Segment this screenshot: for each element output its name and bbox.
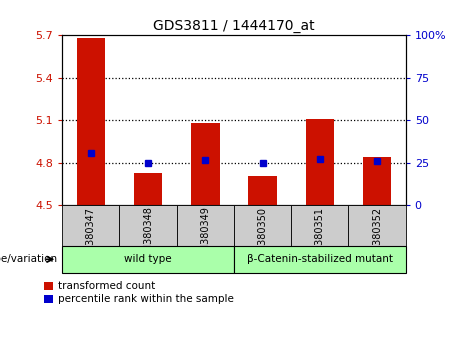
Bar	[134, 173, 162, 205]
Title: GDS3811 / 1444170_at: GDS3811 / 1444170_at	[153, 19, 315, 33]
Bar	[177, 205, 234, 246]
Text: β-Catenin-stabilized mutant: β-Catenin-stabilized mutant	[247, 254, 393, 264]
Text: genotype/variation: genotype/variation	[0, 254, 58, 264]
Bar	[62, 246, 234, 273]
Text: GSM380351: GSM380351	[315, 206, 325, 266]
Legend: transformed count, percentile rank within the sample: transformed count, percentile rank withi…	[44, 281, 234, 304]
Bar	[62, 205, 119, 246]
Bar	[363, 157, 391, 205]
Text: GSM380347: GSM380347	[86, 206, 96, 266]
Text: GSM380352: GSM380352	[372, 206, 382, 266]
Text: GSM380350: GSM380350	[258, 206, 267, 266]
Bar	[349, 205, 406, 246]
Bar	[248, 176, 277, 205]
Bar	[306, 119, 334, 205]
Text: GSM380348: GSM380348	[143, 206, 153, 266]
Bar	[234, 205, 291, 246]
Bar	[234, 246, 406, 273]
Bar	[291, 205, 349, 246]
Bar	[77, 38, 105, 205]
Bar	[119, 205, 177, 246]
Text: GSM380349: GSM380349	[201, 206, 210, 266]
Text: wild type: wild type	[124, 254, 172, 264]
Bar	[191, 123, 219, 205]
